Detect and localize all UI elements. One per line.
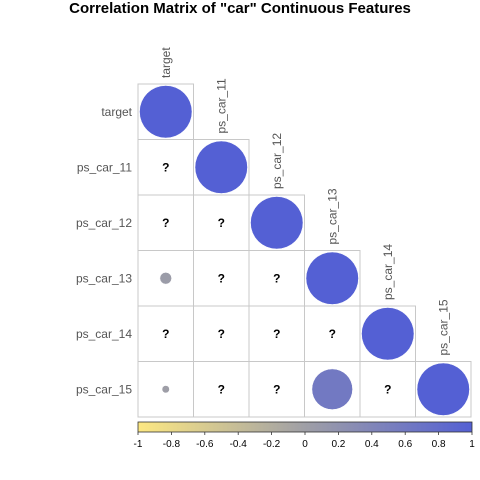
correlation-circle <box>159 272 172 285</box>
row-label: ps_car_15 <box>76 382 132 396</box>
correlation-circle <box>361 307 415 361</box>
correlation-circle <box>311 368 353 410</box>
colorbar-tick-label: 0.8 <box>432 439 446 450</box>
column-label: ps_car_12 <box>270 133 284 189</box>
correlation-circle <box>416 362 470 416</box>
row-label: ps_car_14 <box>76 327 132 341</box>
matrix-labels: target ps_car_11 ps_car_12 ps_car_13 ps_car_… <box>76 47 450 397</box>
colorbar-tick-label: -0.2 <box>263 439 281 450</box>
colorbar-tick-label: -0.8 <box>163 439 181 450</box>
column-label: ps_car_15 <box>436 299 450 355</box>
colorbar-tick-label: 0 <box>302 439 308 450</box>
colorbar-tick-label: -0.6 <box>196 439 214 450</box>
missing-value-mark: ? <box>218 382 225 396</box>
row-label: ps_car_11 <box>77 160 132 174</box>
column-label: ps_car_11 <box>214 78 228 133</box>
matrix-cells: ???????????? <box>139 85 470 416</box>
colorbar-tick-label: -1 <box>134 439 143 450</box>
column-label: target <box>159 47 173 78</box>
row-label: ps_car_13 <box>76 271 132 285</box>
missing-value-mark: ? <box>218 327 225 341</box>
correlation-circle <box>305 251 359 305</box>
colorbar: -1 -0.8 -0.6 -0.4 -0.2 0 0.2 0.4 0.6 0.8 1 <box>134 421 475 450</box>
missing-value-mark: ? <box>162 327 169 341</box>
missing-value-mark: ? <box>273 327 280 341</box>
missing-value-mark: ? <box>162 160 169 174</box>
colorbar-tick-label: 0.4 <box>365 439 379 450</box>
colorbar-tick-label: 1 <box>469 439 475 450</box>
missing-value-mark: ? <box>329 327 336 341</box>
chart-title: Correlation Matrix of "car" Continuous F… <box>69 0 411 17</box>
correlation-circle <box>250 196 304 250</box>
colorbar-tick-label: -0.4 <box>230 439 248 450</box>
missing-value-mark: ? <box>273 382 280 396</box>
missing-value-mark: ? <box>218 271 225 285</box>
row-label: ps_car_12 <box>76 216 132 230</box>
correlation-circle <box>161 385 170 394</box>
column-label: ps_car_13 <box>325 188 339 244</box>
column-label: ps_car_14 <box>381 244 395 300</box>
missing-value-mark: ? <box>218 216 225 230</box>
correlation-circle <box>139 85 193 139</box>
correlation-circle <box>194 140 248 194</box>
colorbar-gradient <box>137 421 473 433</box>
missing-value-mark: ? <box>273 271 280 285</box>
row-label: target <box>101 105 132 119</box>
missing-value-mark: ? <box>384 382 391 396</box>
grid-cell <box>415 361 472 418</box>
missing-value-mark: ? <box>162 216 169 230</box>
colorbar-tick-label: 0.2 <box>331 439 345 450</box>
matrix-grid <box>137 83 472 418</box>
colorbar-tick-label: 0.6 <box>398 439 412 450</box>
